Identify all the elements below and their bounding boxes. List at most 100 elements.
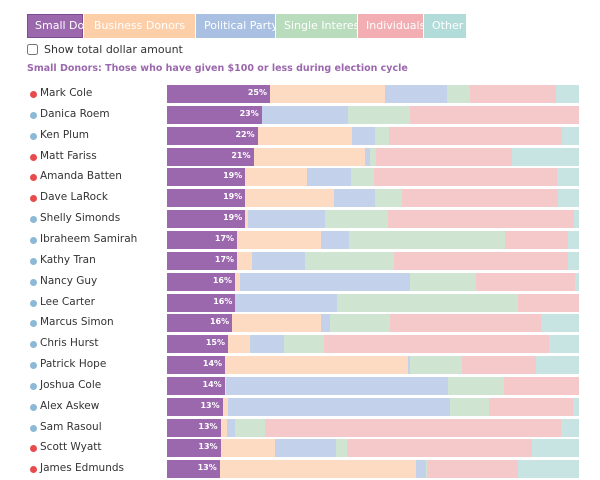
segment-business-donors[interactable] [232,314,322,333]
segment-other[interactable] [548,335,579,354]
segment-single-interest[interactable] [450,397,490,416]
segment-other[interactable] [575,272,579,291]
tab-single-interest[interactable]: Single Interest [276,14,364,38]
segment-small-donors[interactable]: 19% [167,168,246,187]
segment-political-party[interactable] [248,210,326,229]
segment-other[interactable] [558,189,579,208]
segment-political-party[interactable] [274,439,337,458]
segment-small-donors[interactable]: 22% [167,126,258,145]
segment-business-donors[interactable] [237,251,252,270]
segment-individuals[interactable] [469,85,557,103]
segment-political-party[interactable] [407,356,410,375]
segment-individuals[interactable] [461,356,536,375]
segment-political-party[interactable] [415,460,427,479]
segment-small-donors[interactable]: 19% [167,189,246,208]
tab-other[interactable]: Other [424,14,467,38]
segment-business-donors[interactable] [234,272,240,291]
segment-single-interest[interactable] [447,376,504,395]
segment-business-donors[interactable] [220,439,275,458]
segment-political-party[interactable] [261,105,349,124]
segment-small-donors[interactable]: 19% [167,210,246,229]
segment-small-donors[interactable]: 15% [167,335,228,354]
segment-political-party[interactable] [228,397,451,416]
show-total-checkbox[interactable] [27,44,38,55]
segment-political-party[interactable] [352,126,376,145]
segment-other[interactable] [541,314,579,333]
segment-single-interest[interactable] [305,251,394,270]
segment-single-interest[interactable] [337,293,519,312]
segment-individuals[interactable] [374,168,558,187]
tab-business-donors[interactable]: Business Donors [84,14,196,38]
segment-political-party[interactable] [235,293,338,312]
segment-individuals[interactable] [476,272,576,291]
segment-single-interest[interactable] [330,314,391,333]
segment-other[interactable] [568,230,579,249]
show-total-checkbox-row[interactable]: Show total dollar amount [27,43,183,56]
segment-individuals[interactable] [389,126,563,145]
segment-individuals[interactable] [427,460,518,479]
segment-business-donors[interactable] [270,85,386,103]
segment-business-donors[interactable] [245,210,249,229]
segment-single-interest[interactable] [234,418,266,437]
segment-single-interest[interactable] [375,126,390,145]
segment-small-donors[interactable]: 14% [167,376,225,395]
segment-political-party[interactable] [321,230,350,249]
segment-business-donors[interactable] [227,335,250,354]
segment-business-donors[interactable] [222,397,229,416]
segment-political-party[interactable] [249,335,284,354]
segment-small-donors[interactable]: 23% [167,105,262,124]
segment-single-interest[interactable] [375,189,402,208]
segment-other[interactable] [532,439,579,458]
segment-small-donors[interactable]: 17% [167,251,238,270]
segment-individuals[interactable] [265,418,561,437]
segment-political-party[interactable] [226,376,448,395]
segment-individuals[interactable] [489,397,574,416]
segment-business-donors[interactable] [224,376,227,395]
segment-political-party[interactable] [227,418,235,437]
segment-single-interest[interactable] [336,439,348,458]
segment-other[interactable] [518,460,579,479]
segment-single-interest[interactable] [351,168,375,187]
segment-other[interactable] [557,168,579,187]
segment-single-interest[interactable] [283,335,324,354]
tab-small-donors[interactable]: Small Donors [27,14,108,38]
segment-single-interest[interactable] [409,272,477,291]
segment-small-donors[interactable]: 13% [167,439,221,458]
segment-other[interactable] [511,147,579,166]
segment-business-donors[interactable] [257,126,353,145]
segment-business-donors[interactable] [219,460,416,479]
segment-individuals[interactable] [410,105,579,124]
segment-political-party[interactable] [239,272,410,291]
segment-individuals[interactable] [390,314,542,333]
segment-other[interactable] [535,356,579,375]
segment-business-donors[interactable] [245,168,308,187]
segment-political-party[interactable] [333,189,376,208]
segment-business-donors[interactable] [237,230,322,249]
segment-small-donors[interactable]: 25% [167,85,270,103]
segment-small-donors[interactable]: 14% [167,356,226,375]
segment-single-interest[interactable] [325,210,389,229]
segment-single-interest[interactable] [409,356,462,375]
segment-business-donors[interactable] [225,356,408,375]
segment-small-donors[interactable]: 13% [167,460,220,479]
segment-political-party[interactable] [307,168,352,187]
segment-other[interactable] [573,210,579,229]
segment-other[interactable] [567,251,579,270]
segment-business-donors[interactable] [253,147,365,166]
segment-single-interest[interactable] [426,460,428,479]
segment-small-donors[interactable]: 16% [167,293,236,312]
segment-individuals[interactable] [505,230,569,249]
segment-individuals[interactable] [518,293,579,312]
segment-small-donors[interactable]: 21% [167,147,254,166]
segment-political-party[interactable] [251,251,305,270]
segment-small-donors[interactable]: 17% [167,230,238,249]
segment-business-donors[interactable] [245,189,334,208]
segment-small-donors[interactable]: 13% [167,418,221,437]
segment-individuals[interactable] [323,335,549,354]
segment-individuals[interactable] [503,376,579,395]
segment-single-interest[interactable] [369,147,376,166]
segment-single-interest[interactable] [447,85,470,103]
segment-individuals[interactable] [347,439,533,458]
segment-small-donors[interactable]: 13% [167,397,223,416]
segment-small-donors[interactable]: 16% [167,314,233,333]
